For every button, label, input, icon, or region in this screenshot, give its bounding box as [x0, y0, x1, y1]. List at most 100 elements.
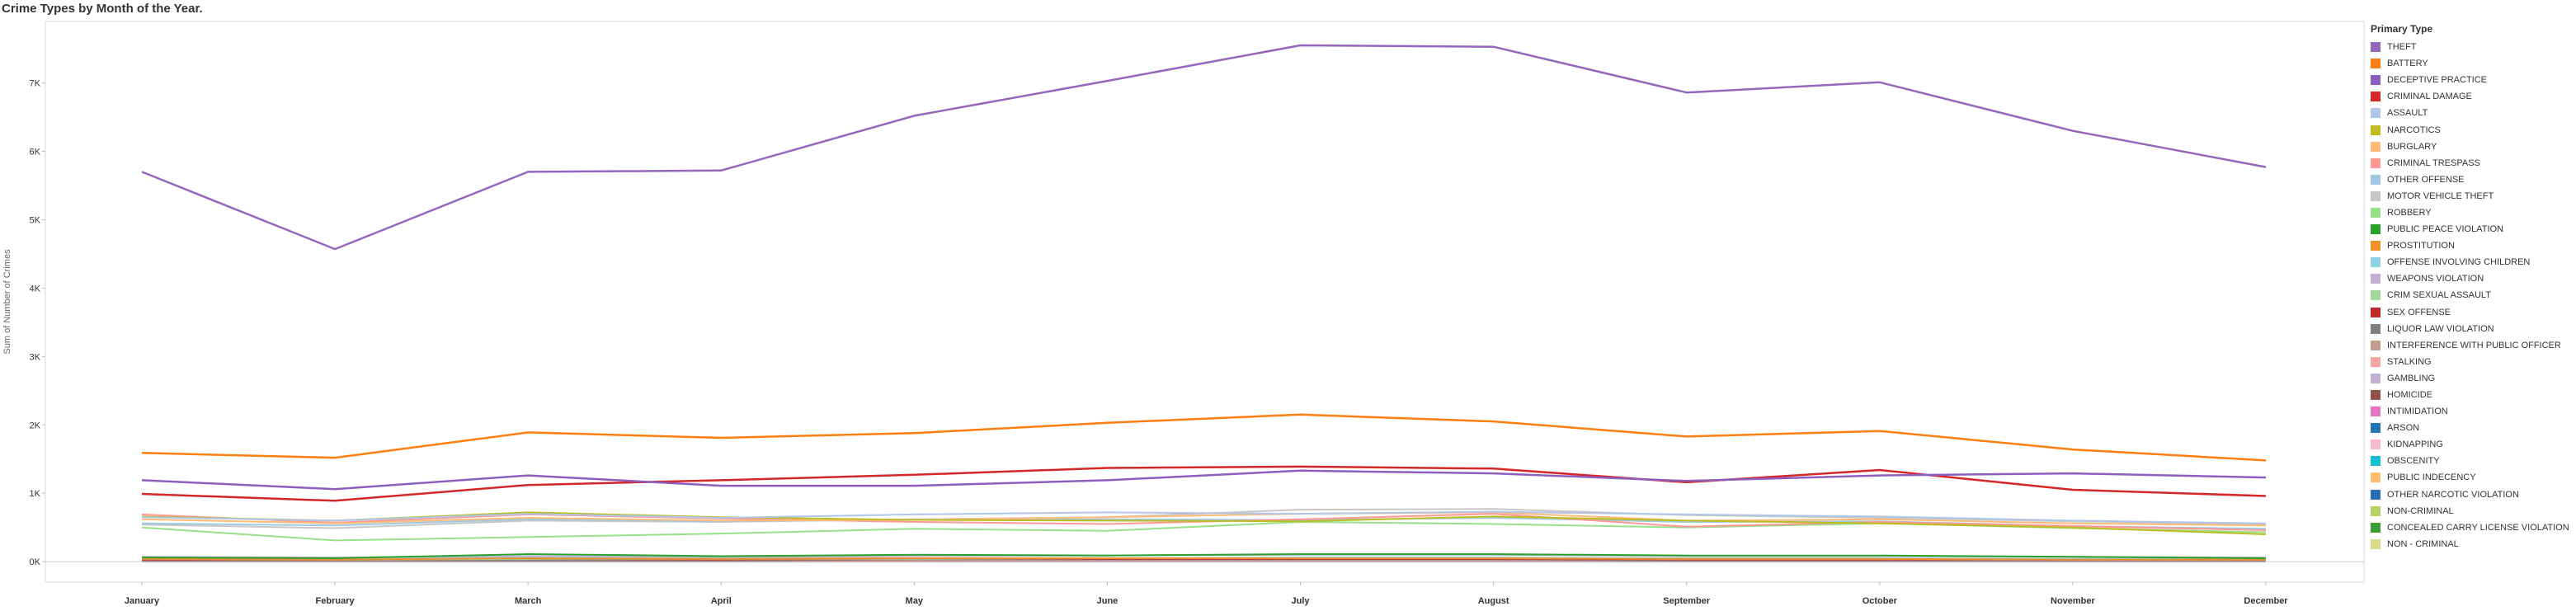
legend-item-theft[interactable]: THEFT [2371, 39, 2573, 55]
legend-item-non-criminal[interactable]: NON-CRIMINAL [2371, 503, 2573, 519]
legend-item-non-criminal[interactable]: NON - CRIMINAL [2371, 536, 2573, 552]
legend-swatch [2371, 407, 2381, 417]
legend-swatch [2371, 290, 2381, 301]
legend-swatch [2371, 125, 2381, 135]
legend-item-sex-offense[interactable]: SEX OFFENSE [2371, 304, 2573, 321]
series-line-theft[interactable] [141, 44, 2267, 251]
legend-label: NON - CRIMINAL [2387, 538, 2459, 549]
legend-item-crim-sexual-assault[interactable]: CRIM SEXUAL ASSAULT [2371, 287, 2573, 303]
legend-item-public-indecency[interactable]: PUBLIC INDECENCY [2371, 469, 2573, 486]
y-tick-label: 4K [30, 284, 41, 294]
legend-label: KIDNAPPING [2387, 439, 2443, 450]
legend-label: THEFT [2387, 42, 2417, 53]
legend-label: STALKING [2387, 356, 2432, 367]
y-tick-label: 7K [30, 79, 41, 89]
legend-label: INTERFERENCE WITH PUBLIC OFFICER [2387, 340, 2561, 350]
x-tick-label: May [906, 596, 924, 606]
y-axis-label: Sum of Number of Crimes [2, 249, 12, 355]
legend-label: SEX OFFENSE [2387, 307, 2451, 317]
legend-swatch [2371, 489, 2381, 500]
legend-label: ASSAULT [2387, 108, 2428, 119]
x-axis: January February March April May June July Augu… [125, 582, 2288, 606]
series-line-criminal-damage[interactable] [141, 465, 2267, 502]
legend-swatch [2371, 423, 2381, 434]
legend-label: OBSCENITY [2387, 456, 2440, 467]
legend-label: DECEPTIVE PRACTICE [2387, 75, 2488, 86]
legend: Primary Type THEFT BATTERY DECEPTIVE PRACT… [2371, 23, 2573, 552]
legend-label: OTHER OFFENSE [2387, 174, 2465, 185]
legend-label: ROBBERY [2387, 207, 2432, 218]
legend-swatch [2371, 456, 2381, 467]
x-tick-label: April [711, 596, 732, 606]
series-line-public-peace-violation[interactable] [141, 553, 2267, 559]
legend-item-burglary[interactable]: BURGLARY [2371, 139, 2573, 155]
x-tick-label: March [515, 596, 542, 606]
legend-swatch [2371, 390, 2381, 401]
legend-item-obscenity[interactable]: OBSCENITY [2371, 453, 2573, 469]
legend-item-assault[interactable]: ASSAULT [2371, 105, 2573, 121]
legend-item-robbery[interactable]: ROBBERY [2371, 204, 2573, 221]
legend-swatch [2371, 141, 2381, 152]
legend-item-other-narcotic-violation[interactable]: OTHER NARCOTIC VIOLATION [2371, 486, 2573, 503]
series-line-assault[interactable] [141, 510, 2267, 524]
legend-item-motor-vehicle-theft[interactable]: MOTOR VEHICLE THEFT [2371, 188, 2573, 204]
x-tick-label: February [316, 596, 356, 606]
legend-item-gambling[interactable]: GAMBLING [2371, 370, 2573, 387]
x-tick-label: October [1863, 596, 1898, 606]
legend-label: MOTOR VEHICLE THEFT [2387, 190, 2494, 201]
legend-label: NARCOTICS [2387, 125, 2441, 135]
legend-swatch [2371, 538, 2381, 549]
x-tick-label: June [1097, 596, 1118, 606]
x-tick-label: July [1292, 596, 1311, 606]
legend-item-deceptive-practice[interactable]: DECEPTIVE PRACTICE [2371, 72, 2573, 88]
series-line-battery[interactable] [141, 413, 2267, 462]
legend-item-criminal-trespass[interactable]: CRIMINAL TRESPASS [2371, 155, 2573, 172]
legend-item-offense-involving-children[interactable]: OFFENSE INVOLVING CHILDREN [2371, 254, 2573, 270]
legend-label: CONCEALED CARRY LICENSE VIOLATION [2387, 522, 2569, 533]
legend-item-intimidation[interactable]: INTIMIDATION [2371, 403, 2573, 420]
legend-swatch [2371, 157, 2381, 168]
legend-swatch [2371, 373, 2381, 383]
x-tick-label: August [1478, 596, 1509, 606]
series-line-narcotics[interactable] [141, 511, 2267, 535]
legend-item-battery[interactable]: BATTERY [2371, 55, 2573, 72]
legend-item-liquor-law-violation[interactable]: LIQUOR LAW VIOLATION [2371, 321, 2573, 337]
legend-label: GAMBLING [2387, 373, 2436, 383]
y-axis: 0K 1K 2K 3K 4K 5K 6K 7K [30, 79, 45, 567]
legend-swatch [2371, 241, 2381, 251]
legend-item-homicide[interactable]: HOMICIDE [2371, 387, 2573, 403]
legend-item-criminal-damage[interactable]: CRIMINAL DAMAGE [2371, 88, 2573, 105]
y-tick-label: 0K [30, 557, 41, 567]
legend-label: ARSON [2387, 423, 2420, 434]
legend-item-public-peace-violation[interactable]: PUBLIC PEACE VIOLATION [2371, 221, 2573, 237]
legend-label: PUBLIC INDECENCY [2387, 472, 2476, 483]
legend-label: INTIMIDATION [2387, 407, 2448, 417]
legend-swatch [2371, 472, 2381, 483]
y-tick-label: 6K [30, 148, 41, 157]
legend-item-narcotics[interactable]: NARCOTICS [2371, 121, 2573, 138]
legend-swatch [2371, 307, 2381, 317]
legend-label: LIQUOR LAW VIOLATION [2387, 323, 2494, 334]
legend-item-other-offense[interactable]: OTHER OFFENSE [2371, 172, 2573, 188]
legend-item-interference-with-public-officer[interactable]: INTERFERENCE WITH PUBLIC OFFICER [2371, 337, 2573, 354]
legend-label: PROSTITUTION [2387, 241, 2455, 251]
y-tick-label: 5K [30, 215, 41, 225]
legend-item-concealed-carry-license-violation[interactable]: CONCEALED CARRY LICENSE VIOLATION [2371, 519, 2573, 536]
legend-item-stalking[interactable]: STALKING [2371, 354, 2573, 370]
legend-swatch [2371, 356, 2381, 367]
legend-items: THEFT BATTERY DECEPTIVE PRACTICE CRIMINAL D… [2371, 39, 2573, 552]
series-line-prostitution[interactable] [141, 557, 2266, 561]
series-line-deceptive-practice[interactable] [141, 469, 2267, 491]
legend-item-arson[interactable]: ARSON [2371, 420, 2573, 436]
plot-frame [45, 21, 2365, 583]
legend-item-weapons-violation[interactable]: WEAPONS VIOLATION [2371, 270, 2573, 287]
legend-swatch [2371, 340, 2381, 350]
legend-item-prostitution[interactable]: PROSTITUTION [2371, 237, 2573, 254]
legend-swatch [2371, 224, 2381, 235]
series-line-burglary[interactable] [141, 511, 2267, 527]
legend-swatch [2371, 274, 2381, 284]
legend-item-kidnapping[interactable]: KIDNAPPING [2371, 436, 2573, 453]
legend-label: OFFENSE INVOLVING CHILDREN [2387, 257, 2531, 268]
legend-swatch [2371, 92, 2381, 102]
